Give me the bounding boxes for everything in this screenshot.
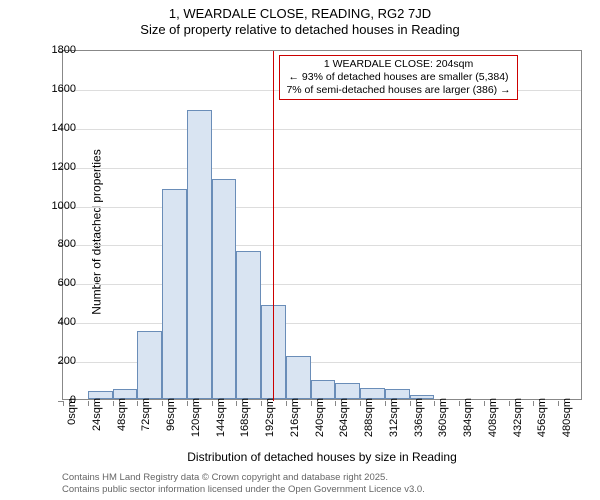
footer-line-2: Contains public sector information licen…	[62, 484, 425, 496]
x-tick-mark	[113, 401, 114, 406]
histogram-bar	[137, 331, 162, 399]
x-axis-label: Distribution of detached houses by size …	[62, 450, 582, 464]
title-line-1: 1, WEARDALE CLOSE, READING, RG2 7JD	[0, 6, 600, 21]
histogram-bar	[236, 251, 261, 399]
x-tick-label: 264sqm	[338, 398, 350, 448]
x-tick-label: 192sqm	[264, 398, 276, 448]
chart-title-block: 1, WEARDALE CLOSE, READING, RG2 7JD Size…	[0, 0, 600, 37]
x-tick-label: 432sqm	[512, 398, 524, 448]
x-tick-label: 384sqm	[462, 398, 474, 448]
histogram-bar	[311, 380, 336, 399]
y-tick-label: 1200	[36, 161, 76, 173]
x-tick-label: 216sqm	[289, 398, 301, 448]
grid-line	[63, 207, 581, 208]
x-tick-mark	[410, 401, 411, 406]
x-tick-label: 48sqm	[116, 398, 128, 448]
histogram-bar	[286, 356, 311, 399]
y-tick-label: 1400	[36, 122, 76, 134]
x-tick-mark	[88, 401, 89, 406]
x-tick-mark	[509, 401, 510, 406]
grid-line	[63, 284, 581, 285]
x-tick-mark	[162, 401, 163, 406]
chart-container: Number of detached properties 1 WEARDALE…	[62, 50, 582, 400]
x-tick-label: 120sqm	[190, 398, 202, 448]
x-tick-mark	[533, 401, 534, 406]
y-tick-label: 1600	[36, 83, 76, 95]
reference-line	[273, 51, 274, 401]
x-tick-mark	[261, 401, 262, 406]
x-tick-mark	[360, 401, 361, 406]
x-tick-mark	[459, 401, 460, 406]
x-tick-label: 288sqm	[363, 398, 375, 448]
x-tick-label: 96sqm	[165, 398, 177, 448]
x-tick-label: 168sqm	[239, 398, 251, 448]
y-tick-label: 600	[36, 277, 76, 289]
x-tick-mark	[558, 401, 559, 406]
histogram-bar	[187, 110, 212, 399]
x-tick-mark	[335, 401, 336, 406]
grid-line	[63, 129, 581, 130]
histogram-bar	[212, 179, 237, 399]
footer-line-1: Contains HM Land Registry data © Crown c…	[62, 472, 425, 484]
x-tick-mark	[137, 401, 138, 406]
x-tick-mark	[434, 401, 435, 406]
grid-line	[63, 245, 581, 246]
x-tick-label: 336sqm	[413, 398, 425, 448]
x-tick-label: 480sqm	[561, 398, 573, 448]
x-tick-mark	[187, 401, 188, 406]
reference-callout: 1 WEARDALE CLOSE: 204sqm← 93% of detache…	[279, 55, 517, 100]
x-tick-label: 144sqm	[215, 398, 227, 448]
x-tick-mark	[311, 401, 312, 406]
y-tick-label: 200	[36, 355, 76, 367]
callout-line-1: 1 WEARDALE CLOSE: 204sqm	[286, 58, 510, 71]
x-tick-mark	[484, 401, 485, 406]
footer-attribution: Contains HM Land Registry data © Crown c…	[62, 472, 425, 496]
grid-line	[63, 168, 581, 169]
y-tick-label: 1800	[36, 44, 76, 56]
x-tick-mark	[385, 401, 386, 406]
grid-line	[63, 323, 581, 324]
x-tick-mark	[212, 401, 213, 406]
x-tick-label: 312sqm	[388, 398, 400, 448]
y-tick-label: 1000	[36, 200, 76, 212]
x-tick-mark	[286, 401, 287, 406]
callout-line-2: ← 93% of detached houses are smaller (5,…	[286, 71, 510, 84]
histogram-bar	[335, 383, 360, 399]
x-tick-label: 408sqm	[487, 398, 499, 448]
x-tick-label: 24sqm	[91, 398, 103, 448]
plot-area: 1 WEARDALE CLOSE: 204sqm← 93% of detache…	[62, 50, 582, 400]
x-tick-label: 360sqm	[437, 398, 449, 448]
y-tick-label: 0	[36, 394, 76, 406]
x-tick-label: 456sqm	[536, 398, 548, 448]
y-tick-label: 800	[36, 238, 76, 250]
y-tick-label: 400	[36, 316, 76, 328]
x-tick-label: 72sqm	[140, 398, 152, 448]
title-line-2: Size of property relative to detached ho…	[0, 22, 600, 37]
x-tick-label: 240sqm	[314, 398, 326, 448]
x-tick-mark	[236, 401, 237, 406]
callout-line-3: 7% of semi-detached houses are larger (3…	[286, 84, 510, 97]
histogram-bar	[162, 189, 187, 399]
